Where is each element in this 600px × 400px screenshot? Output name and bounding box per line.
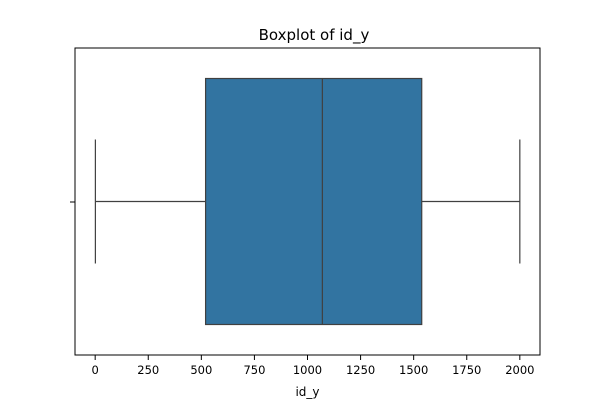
x-tick-label: 1500: [399, 363, 428, 377]
x-tick-label: 1750: [452, 363, 481, 377]
x-axis-label: id_y: [295, 385, 319, 399]
x-tick-label: 1000: [293, 363, 322, 377]
x-axis-ticks: 0 250 500 750 1000 1250 1500 1750 2000: [92, 355, 534, 377]
chart-title: Boxplot of id_y: [259, 26, 370, 45]
x-tick-label: 250: [137, 363, 159, 377]
plot-area: [94, 77, 521, 326]
x-tick-label: 1250: [346, 363, 375, 377]
x-tick-label: 2000: [505, 363, 534, 377]
x-tick-label: 750: [243, 363, 265, 377]
iqr-box: [204, 77, 423, 326]
x-tick-label: 0: [92, 363, 99, 377]
x-tick-label: 500: [190, 363, 212, 377]
